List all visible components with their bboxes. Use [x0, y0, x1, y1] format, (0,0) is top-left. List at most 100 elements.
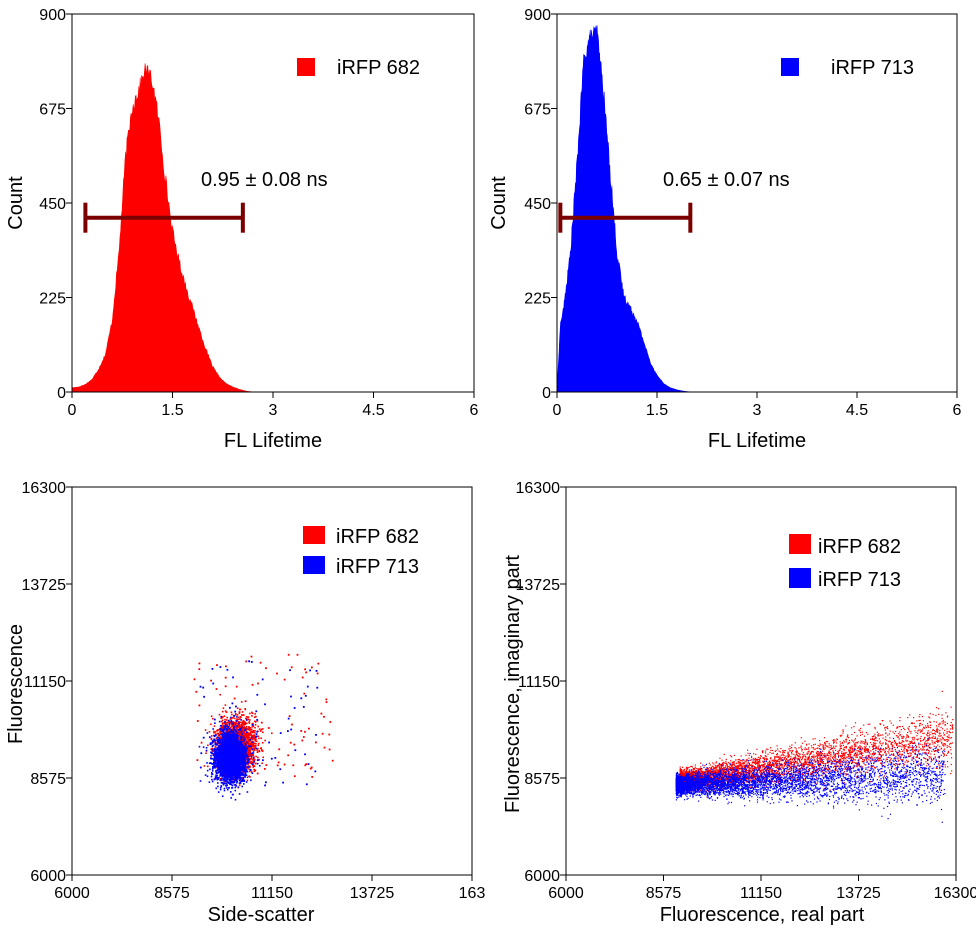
panel-c-point: [251, 743, 254, 746]
panel-c-point: [215, 776, 217, 778]
panel-c-point: [238, 767, 240, 770]
panel-c-point: [256, 749, 258, 751]
panel-c-point: [214, 760, 217, 763]
panel-c-point: [223, 732, 226, 734]
panel-c-point: [230, 791, 232, 793]
panel-c-point: [218, 753, 221, 756]
panel-c-point: [267, 727, 270, 729]
panel-c-point: [230, 777, 233, 779]
panel-c-point: [224, 704, 227, 706]
panel-c-point: [231, 737, 233, 740]
panel-c-point: [238, 711, 241, 713]
panel-c-point: [309, 767, 312, 770]
panel-c-point: [222, 765, 224, 768]
panel-c-point: [220, 717, 223, 719]
panel-c-point: [252, 754, 255, 757]
panel-c-point: [234, 734, 236, 737]
panel-c-point: [221, 725, 224, 727]
panel-c-point: [239, 733, 241, 735]
panel-c-point: [260, 728, 263, 731]
panel-c-point: [252, 730, 255, 732]
panel-c-point: [231, 733, 234, 735]
panel-c-point: [214, 754, 217, 757]
panel-c-point: [233, 784, 236, 786]
panel-c-point: [219, 762, 221, 764]
panel-c-point: [232, 769, 235, 771]
panel-c-point: [218, 734, 220, 737]
panel-c-point: [219, 730, 221, 733]
panel-c-point: [225, 784, 227, 787]
panel-c-chart: 6000 8575 11150 13725 1636000857511150137251…: [5, 480, 485, 926]
panel-c-point: [287, 754, 290, 757]
panel-c-point: [244, 736, 246, 738]
panel-c-point: [219, 736, 222, 738]
panel-c-point: [224, 756, 226, 758]
panel-c-point: [237, 733, 239, 736]
panel-c-point: [305, 671, 308, 674]
panel-c-point: [246, 719, 248, 721]
panel-c-point: [217, 762, 219, 765]
panel-c-point: [230, 719, 233, 722]
panel-c-point: [217, 791, 220, 793]
panel-c-point: [210, 772, 213, 774]
panel-c-point: [218, 720, 221, 723]
panel-c-point: [222, 744, 224, 746]
panel-c-point: [250, 746, 253, 749]
panel-c-point: [238, 732, 241, 735]
panel-c-point: [249, 751, 251, 753]
panel-c-point: [244, 727, 246, 729]
panel-c-point: [243, 764, 245, 766]
panel-c-point: [211, 750, 214, 752]
panel-c-point: [232, 721, 235, 723]
panel-c-point: [226, 737, 228, 739]
panel-c-point: [226, 787, 228, 789]
panel-c-point: [217, 768, 220, 771]
panel-c-point: [240, 729, 243, 731]
panel-c-point: [240, 726, 243, 728]
panel-c-point: [258, 728, 261, 730]
panel-c-point: [233, 754, 236, 756]
panel-c-point: [242, 735, 245, 737]
panel-c-point: [214, 766, 217, 768]
panel-c-point: [238, 708, 241, 711]
panel-c-point: [211, 780, 214, 783]
panel-c-point: [213, 738, 215, 740]
panel-c-point: [219, 745, 221, 747]
panel-b-x-tick-label: 1.5: [646, 402, 668, 419]
panel-a-histogram-area: [71, 63, 253, 393]
panel-c-point: [235, 737, 237, 740]
panel-c-point: [242, 758, 245, 760]
panel-c-point: [232, 723, 234, 725]
panel-c-point: [241, 757, 244, 759]
panel-c-point: [250, 771, 253, 773]
panel-b-legend-label: iRFP 713: [831, 57, 914, 79]
panel-c-point: [224, 763, 227, 765]
panel-c-point: [227, 727, 229, 730]
panel-c-point: [216, 730, 218, 732]
panel-c-point: [216, 744, 218, 746]
panel-c-point: [228, 753, 231, 756]
panel-c-point: [220, 716, 222, 718]
panel-c-point: [250, 736, 253, 739]
panel-c-point: [230, 751, 233, 753]
panel-c-point: [237, 724, 240, 726]
panel-c-point: [224, 718, 226, 721]
panel-c-point: [251, 753, 253, 755]
panel-c-point: [229, 726, 232, 729]
panel-c-point: [241, 774, 243, 776]
panel-c-point: [235, 730, 237, 733]
panel-c-point: [245, 753, 247, 755]
panel-c-point: [212, 763, 214, 765]
panel-c-point: [300, 730, 303, 732]
panel-c-point: [221, 719, 224, 722]
panel-c-point: [228, 724, 231, 726]
panel-c-point: [223, 763, 226, 765]
panel-c-point: [249, 719, 251, 721]
panel-c-point: [261, 762, 263, 765]
panel-c-point: [234, 784, 237, 786]
panel-c-point: [236, 736, 239, 739]
panel-c-point: [260, 721, 263, 724]
panel-c-point: [227, 733, 230, 735]
panel-c-point: [243, 733, 245, 735]
panel-c-point: [193, 678, 196, 681]
